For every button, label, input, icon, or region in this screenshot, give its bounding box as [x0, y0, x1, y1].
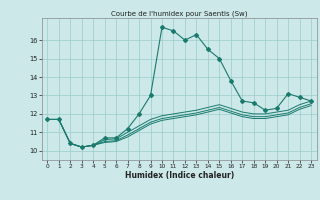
- X-axis label: Humidex (Indice chaleur): Humidex (Indice chaleur): [124, 171, 234, 180]
- Title: Courbe de l'humidex pour Saentis (Sw): Courbe de l'humidex pour Saentis (Sw): [111, 10, 247, 17]
